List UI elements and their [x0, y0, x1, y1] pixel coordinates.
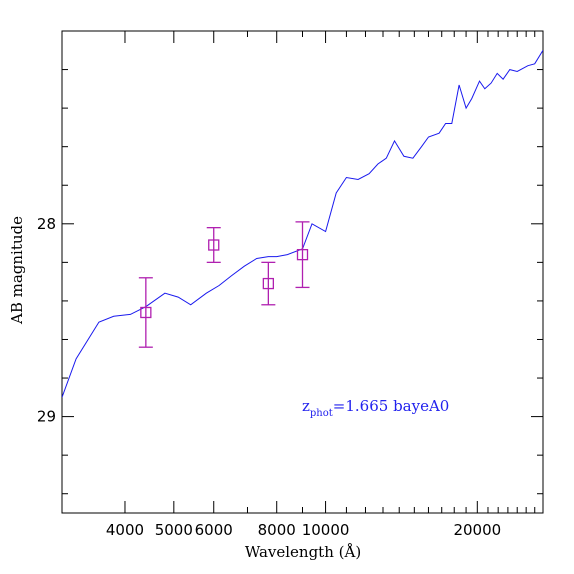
- model-sed-line: [62, 50, 543, 398]
- data-point: [261, 261, 276, 306]
- data-point: [206, 227, 221, 264]
- x-tick-label: 10000: [302, 521, 350, 539]
- square-marker: [208, 239, 220, 251]
- annotation-subscript: phot: [310, 408, 333, 419]
- square-marker: [296, 248, 309, 261]
- square-marker: [262, 277, 274, 290]
- y-tick-label: 29: [37, 408, 56, 426]
- x-tick-label: 8000: [258, 521, 296, 539]
- x-tick-label: 5000: [155, 521, 193, 539]
- square-marker: [140, 306, 152, 319]
- data-point: [138, 277, 153, 348]
- x-tick-label: 4000: [106, 521, 144, 539]
- y-tick-label: 28: [37, 215, 56, 233]
- y-axis-title: AB magnitude: [8, 216, 26, 325]
- x-tick-label: 6000: [195, 521, 233, 539]
- annotation-text: =1.665 bayeA0: [333, 397, 450, 415]
- x-axis-title: Wavelength (Å): [245, 543, 361, 561]
- annotation-prefix: z: [302, 397, 310, 415]
- data-point: [295, 221, 310, 289]
- x-tick-label: 20000: [453, 521, 501, 539]
- photometric-redshift-annotation: zphot=1.665 bayeA0: [302, 397, 449, 419]
